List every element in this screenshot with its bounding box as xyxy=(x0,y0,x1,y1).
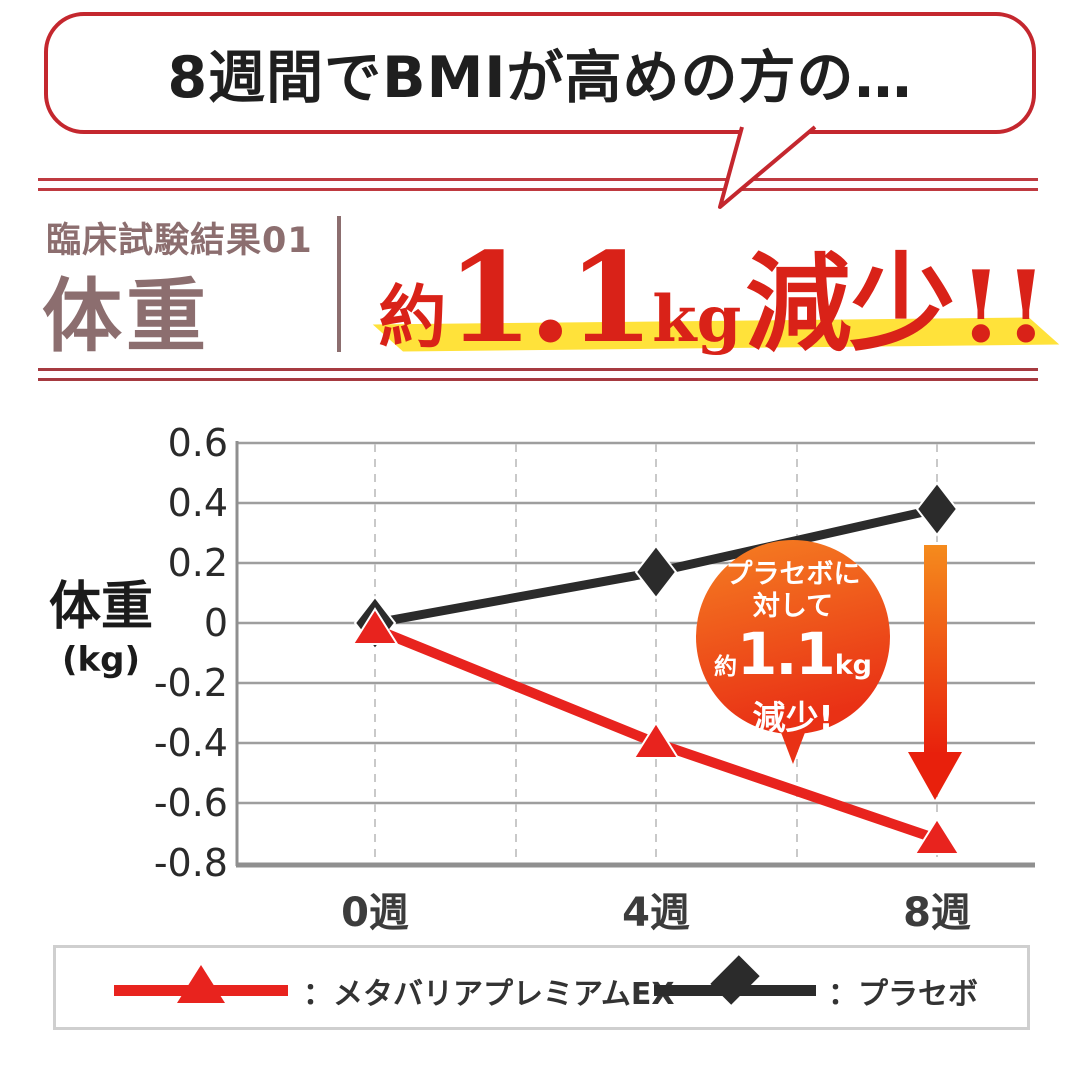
y-axis-label: 体重 (kg) xyxy=(36,578,166,680)
y-tick-label: 0.6 xyxy=(167,421,228,465)
callout-bubble xyxy=(696,540,890,764)
legend-triangle-marker-icon xyxy=(177,965,225,1003)
legend-diamond-marker-icon xyxy=(710,955,760,1005)
y-tick-label: 0.2 xyxy=(167,541,228,585)
x-tick-label: 4週 xyxy=(622,890,690,936)
speech-bubble-text: 8週間でBMIが高めの方の… xyxy=(167,45,913,111)
headline-suffix: 減少 xyxy=(745,241,955,366)
header-divider xyxy=(337,216,341,352)
headline-exclamation: !! xyxy=(959,250,1050,365)
clinical-result-label: 臨床試験結果01 xyxy=(46,221,313,261)
down-arrow xyxy=(908,545,962,800)
legend-label-placebo: ：プラセボ xyxy=(828,977,978,1012)
legend-box: ：メタバリアプレミアムEX ：プラセボ xyxy=(53,945,1030,1030)
divider-line xyxy=(38,368,1038,371)
series-layer xyxy=(351,481,961,855)
triangle-marker xyxy=(913,817,961,855)
speech-bubble: 8週間でBMIが高めの方の… xyxy=(44,12,1036,134)
callout-unit: kg xyxy=(834,650,873,681)
callout-prefix: 約 xyxy=(713,654,737,680)
diamond-marker xyxy=(915,481,959,537)
callout-line1: プラセボに xyxy=(725,559,861,590)
callout-value-line: 約 1.1 kg xyxy=(700,625,886,696)
y-tick-label: 0.4 xyxy=(167,481,228,525)
headline: 約 1.1 kg 減少 !! xyxy=(368,218,1060,371)
legend-label-metabarrier: ：メタバリアプレミアムEX xyxy=(303,977,675,1012)
callout-suffix: 減少! xyxy=(752,698,834,737)
horizontal-gridlines xyxy=(236,441,1035,868)
y-tick-label: -0.4 xyxy=(153,721,228,765)
callout-bubble-circle xyxy=(696,540,890,734)
callout-line2: 対して xyxy=(752,591,834,622)
callout-value: 1.1 xyxy=(736,620,836,688)
y-tick-label: -0.2 xyxy=(153,661,228,705)
y-tick-label: 0 xyxy=(203,601,228,645)
y-tick-label: -0.8 xyxy=(153,841,228,885)
diamond-marker xyxy=(634,544,678,600)
x-tick-label: 0週 xyxy=(341,890,409,936)
divider-line xyxy=(38,178,1038,181)
divider-line xyxy=(38,188,1038,191)
x-tick-label: 8週 xyxy=(903,890,971,936)
headline-prefix: 約 xyxy=(378,278,447,358)
callout-text: プラセボに 対して 約 1.1 kg 減少! xyxy=(700,558,886,738)
headline-unit: kg xyxy=(652,282,742,357)
down-arrow-head xyxy=(908,752,962,800)
y-axis-label-text: 体重 xyxy=(48,577,153,637)
divider-line xyxy=(38,378,1038,381)
weight-section-title: 体重 xyxy=(42,270,210,363)
headline-value: 1.1 xyxy=(446,226,655,371)
triangle-marker xyxy=(351,607,399,645)
y-tick-label: -0.6 xyxy=(153,781,228,825)
y-axis-unit: (kg) xyxy=(61,640,141,680)
triangle-marker xyxy=(632,721,680,759)
